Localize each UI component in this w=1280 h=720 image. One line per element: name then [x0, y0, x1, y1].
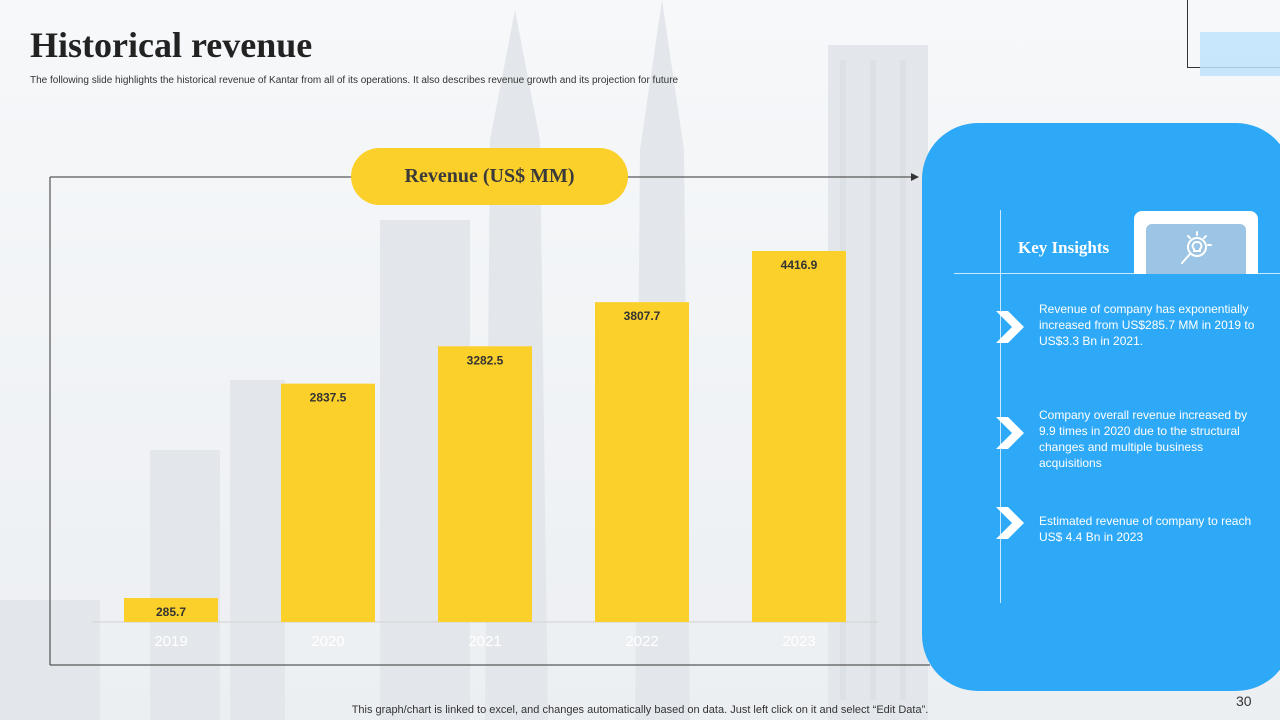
x-tick-label: 2020 — [311, 633, 344, 650]
corner-accent-decoration — [1200, 32, 1280, 76]
bar-value-label: 285.7 — [156, 605, 186, 619]
chevron-right-icon — [996, 417, 1024, 449]
chart-title-pill: Revenue (US$ MM) — [351, 148, 628, 205]
lightbulb-search-icon — [1181, 231, 1212, 264]
bar-2021[interactable] — [438, 346, 532, 622]
x-tick-label: 2023 — [782, 633, 815, 650]
page-number: 30 — [1236, 693, 1252, 709]
bar-value-label: 3807.7 — [624, 309, 661, 323]
bar-2020[interactable] — [281, 383, 375, 622]
key-insights-title: Key Insights — [1018, 238, 1110, 257]
x-tick-label: 2021 — [468, 633, 501, 650]
bar-value-label: 2837.5 — [310, 391, 347, 405]
page-title: Historical revenue — [30, 25, 313, 65]
insight-item-2: Company overall revenue increased by 9.9… — [1039, 408, 1248, 470]
insight-item-1: Revenue of company has exponentially inc… — [1039, 302, 1255, 348]
x-tick-label: 2019 — [154, 633, 187, 650]
bar-value-label: 4416.9 — [781, 258, 818, 272]
footer-note: This graph/chart is linked to excel, and… — [351, 704, 929, 716]
bar-2023[interactable] — [752, 250, 846, 622]
insights-horizontal-divider — [954, 273, 1280, 274]
chevron-right-icon — [996, 311, 1024, 343]
insights-vertical-divider — [1000, 210, 1001, 603]
bar-value-label: 3282.5 — [467, 353, 504, 367]
insights-icon-tile — [1146, 224, 1246, 274]
x-tick-label: 2022 — [625, 633, 658, 650]
insight-item-3: Estimated revenue of company to reach US… — [1039, 514, 1252, 544]
bar-2019[interactable] — [124, 598, 218, 622]
chevron-right-icon — [996, 507, 1024, 539]
page-subtitle: The following slide highlights the histo… — [30, 75, 679, 86]
bar-2022[interactable] — [595, 302, 689, 622]
